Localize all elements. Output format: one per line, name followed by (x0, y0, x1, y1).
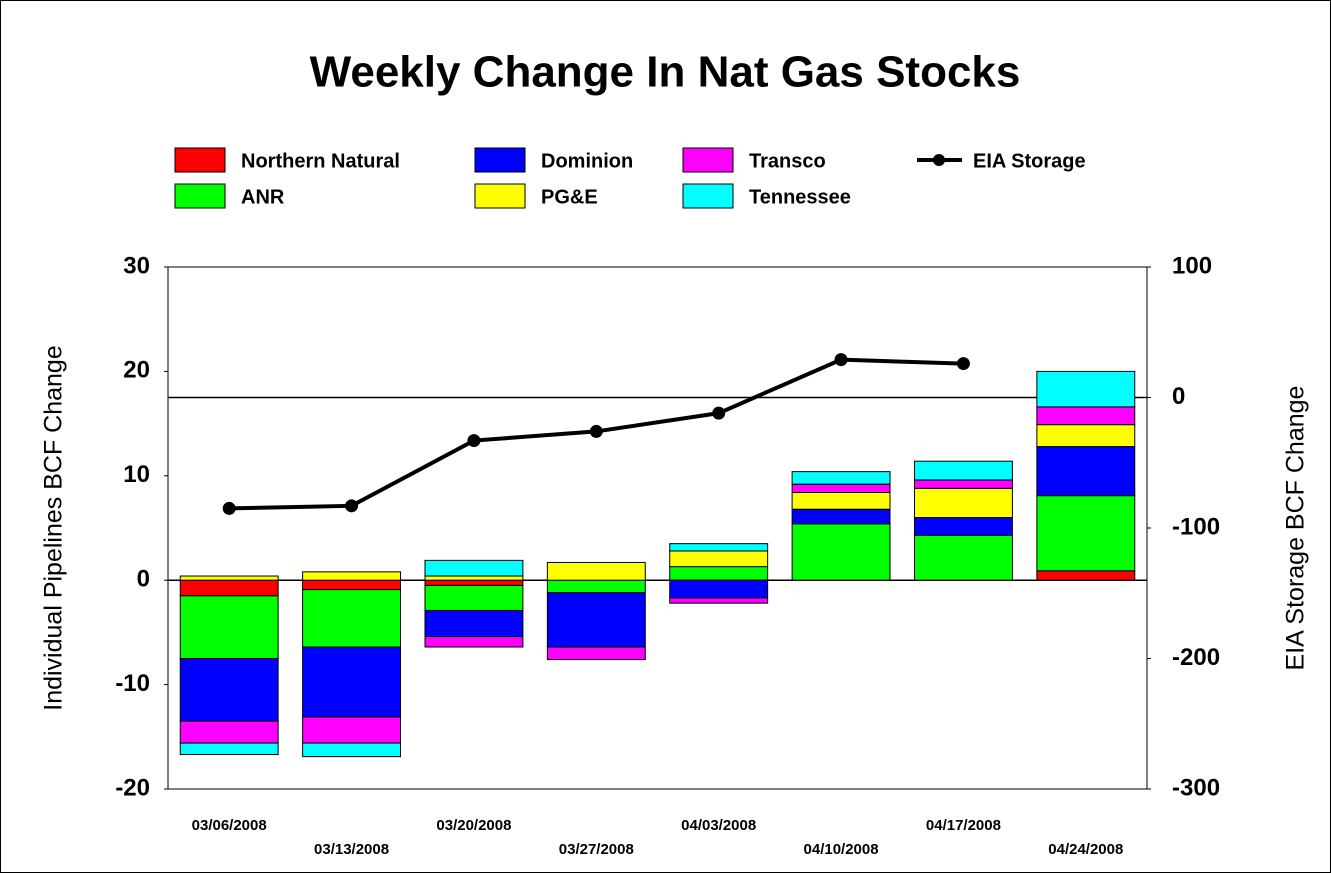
bar-segment (302, 742, 402, 758)
x-tick-label: 04/24/2008 (1048, 841, 1123, 858)
line-marker (956, 357, 970, 371)
chart-title: Weekly Change In Nat Gas Stocks (310, 48, 1021, 97)
y-tick-label: -20 (115, 774, 150, 801)
legend-swatch (682, 183, 734, 209)
legend-swatch (474, 147, 526, 173)
bar-segment (179, 575, 279, 581)
line-marker (589, 424, 603, 438)
x-tick-label: 04/17/2008 (926, 817, 1001, 834)
bar-segment (669, 550, 769, 568)
bar-segment (669, 579, 769, 599)
y2-tick-label: 100 (1172, 252, 1212, 279)
bar-segment (302, 571, 402, 581)
bar-segment (424, 609, 524, 638)
legend-label: Transco (749, 150, 826, 172)
bar-segment (424, 559, 524, 577)
x-tick-label: 03/20/2008 (436, 817, 511, 834)
line-marker (222, 501, 236, 515)
legend-label: EIA Storage (973, 150, 1086, 172)
x-tick-label: 04/03/2008 (681, 817, 756, 834)
line-marker (712, 406, 726, 420)
bar-segment (1036, 406, 1136, 426)
y-axis-label: Individual Pipelines BCF Change (40, 345, 68, 711)
bar-segment (546, 646, 646, 661)
bar-segment (179, 595, 279, 659)
legend-label: ANR (241, 186, 285, 208)
legend-swatch (174, 183, 226, 209)
line-marker (834, 353, 848, 367)
legend-label: Tennessee (749, 186, 851, 208)
y2-tick-label: -200 (1172, 644, 1220, 671)
x-tick-label: 03/27/2008 (559, 841, 634, 858)
bar-segment (302, 589, 402, 648)
y-tick-label: 10 (123, 461, 150, 488)
bar-segment (424, 636, 524, 648)
bar-segment (179, 742, 279, 756)
bar-segment (913, 487, 1013, 519)
legend-label: Dominion (541, 150, 633, 172)
bar-segment (669, 597, 769, 604)
bar-segment (546, 561, 646, 581)
y-tick-label: -10 (115, 670, 150, 697)
y2-tick-label: 0 (1172, 383, 1185, 410)
y-tick-label: 20 (123, 357, 150, 384)
bar-segment (424, 575, 524, 581)
x-tick-label: 04/10/2008 (804, 841, 879, 858)
legend-swatch (682, 147, 734, 173)
bar-segment (913, 517, 1013, 536)
bar-segment (179, 579, 279, 597)
bar-segment (546, 592, 646, 648)
bar-segment (791, 492, 891, 510)
bar-segment (669, 566, 769, 581)
legend-marker (933, 154, 945, 166)
bar-segment (302, 579, 402, 591)
bar-segment (1036, 446, 1136, 497)
y2-tick-label: -100 (1172, 513, 1220, 540)
line-marker (467, 434, 481, 448)
bar-segment (302, 716, 402, 744)
bar-segment (424, 584, 524, 611)
bar-segment (302, 646, 402, 718)
bar-segment (1036, 370, 1136, 408)
bar-segment (791, 483, 891, 494)
bar-segment (1036, 570, 1136, 581)
bar-segment (424, 579, 524, 586)
bar-segment (913, 460, 1013, 481)
bar-segment (669, 543, 769, 552)
bar-segment (179, 720, 279, 744)
y2-tick-label: -300 (1172, 774, 1220, 801)
x-tick-label: 03/06/2008 (192, 817, 267, 834)
bar-segment (791, 508, 891, 525)
bar-segment (1036, 495, 1136, 572)
y-tick-label: 0 (137, 566, 150, 593)
legend-swatch (474, 183, 526, 209)
bar-segment (913, 479, 1013, 489)
bar-segment (913, 534, 1013, 581)
legend-swatch (174, 147, 226, 173)
bar-segment (791, 471, 891, 485)
y-tick-label: 30 (123, 252, 150, 279)
legend-label: Northern Natural (241, 150, 400, 172)
bar-segment (1036, 424, 1136, 448)
line-marker (345, 499, 359, 513)
bar-segment (546, 579, 646, 594)
y2-axis-label: EIA Storage BCF Change (1282, 386, 1310, 671)
x-tick-label: 03/13/2008 (314, 841, 389, 858)
legend-label: PG&E (541, 186, 598, 208)
bar-segment (179, 658, 279, 722)
bar-segment (791, 523, 891, 581)
